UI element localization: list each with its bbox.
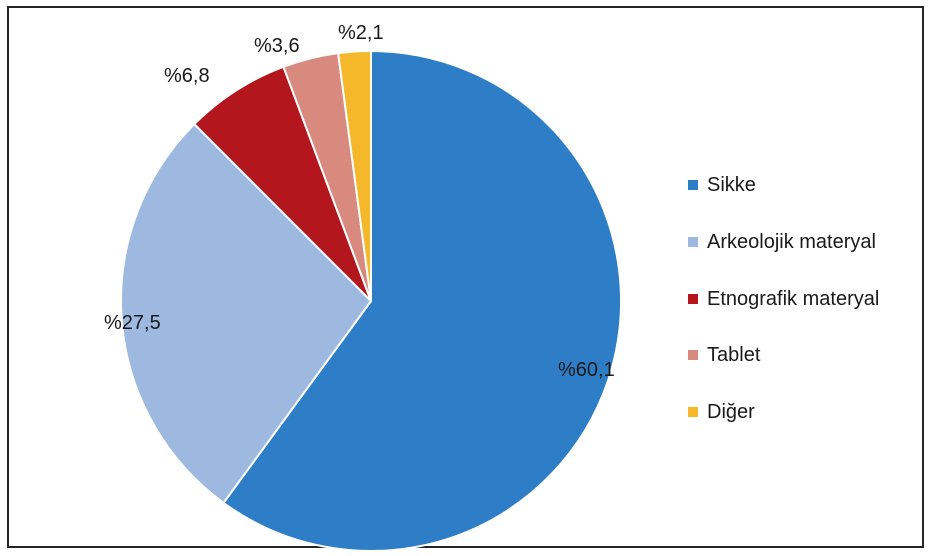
legend-item-sikke: Sikke (688, 170, 928, 227)
legend-item-diger: Diğer (688, 397, 928, 454)
legend-swatch-etnografik-materyal (688, 293, 698, 304)
pie-slice-diger (337, 49, 372, 302)
legend-item-arkeolojik-materyal: Arkeolojik materyal (688, 227, 928, 284)
legend-swatch-tablet (688, 350, 698, 361)
pie-slice-arkeolojik-materyal (120, 122, 373, 505)
pie-slice-etnografik-materyal (192, 65, 372, 302)
data-label-tablet: %3,6 (254, 35, 300, 57)
data-label-diger: %2,1 (338, 22, 384, 44)
legend: Sikke Arkeolojik materyal Etnografik mat… (688, 170, 928, 454)
data-label-etnografik-materyal: %6,8 (164, 65, 210, 87)
legend-item-etnografik-materyal: Etnografik materyal (688, 284, 928, 341)
data-label-sikke: %60,1 (558, 359, 615, 381)
legend-label-arkeolojik-materyal: Arkeolojik materyal (707, 230, 876, 253)
legend-item-tablet: Tablet (688, 340, 928, 397)
legend-label-etnografik-materyal: Etnografik materyal (707, 287, 880, 310)
legend-label-sikke: Sikke (707, 174, 756, 196)
legend-swatch-diger (688, 407, 698, 418)
pie-slice-sikke (222, 49, 623, 552)
legend-label-diger: Diğer (707, 401, 755, 424)
legend-swatch-arkeolojik-materyal (688, 236, 698, 247)
data-label-arkeolojik-materyal: %27,5 (104, 312, 161, 334)
legend-swatch-sikke (688, 180, 698, 190)
legend-label-tablet: Tablet (707, 344, 761, 367)
